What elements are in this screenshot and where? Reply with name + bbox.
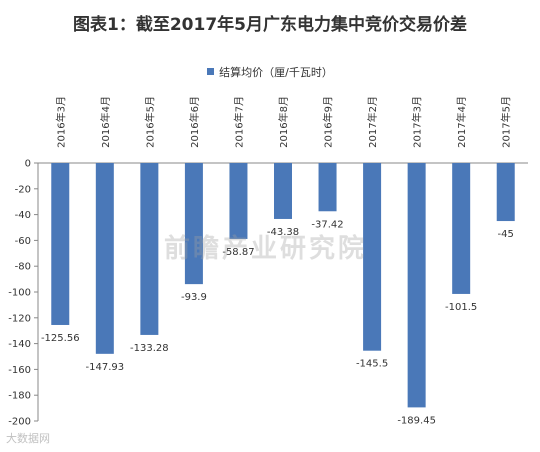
bar-value-label: -93.9	[181, 292, 207, 303]
bar	[140, 163, 159, 335]
bar	[229, 163, 248, 239]
category-label: 2017年5月	[500, 96, 513, 148]
category-label: 2016年6月	[188, 96, 201, 148]
label-layer: -125.56 2016年3月 -147.93 2016年4月 -133.28 2016年…	[41, 96, 514, 426]
bar	[452, 163, 471, 294]
bar	[274, 163, 292, 219]
category-label: 2016年4月	[99, 96, 112, 148]
category-label: 2016年5月	[143, 96, 156, 148]
bar	[184, 163, 203, 285]
y-tick-label: -20	[15, 184, 31, 195]
legend: 结算均价（厘/千瓦时）	[0, 64, 540, 80]
y-tick-label: -80	[15, 262, 31, 273]
bar-value-label: -45	[498, 229, 514, 240]
bar-value-label: -58.87	[222, 247, 254, 258]
category-label: 2016年8月	[277, 96, 290, 148]
corner-watermark: 大数据网	[6, 432, 50, 445]
bar	[363, 163, 382, 351]
category-label: 2016年7月	[232, 96, 245, 148]
y-tick-label: -200	[8, 417, 31, 428]
bar	[95, 163, 114, 354]
legend-label: 结算均价（厘/千瓦时）	[219, 66, 333, 79]
axis-layer: 0 -20 -40 -60 -80 -100 -120 -140 -160 -180 -200	[8, 159, 528, 428]
bar-value-label: -101.5	[445, 302, 477, 313]
bar	[496, 163, 515, 222]
y-tick-label: -40	[15, 210, 31, 221]
watermark-text: 前瞻产业研究院	[164, 234, 368, 264]
y-tick-label: -160	[8, 365, 31, 376]
bar	[407, 163, 426, 408]
category-label: 2017年4月	[455, 96, 468, 148]
y-tick-label: -60	[15, 236, 31, 247]
y-tick-label: -140	[8, 339, 31, 350]
bar-value-label: -133.28	[130, 343, 169, 354]
chart-title: 图表1：截至2017年5月广东电力集中竞价交易价差	[73, 15, 467, 35]
bar-value-label: -145.5	[356, 359, 388, 370]
category-label: 2016年9月	[322, 96, 335, 148]
bar-value-label: -189.45	[397, 415, 436, 426]
bar-value-label: -43.38	[267, 227, 299, 238]
bar-layer	[51, 163, 515, 408]
category-label: 2017年3月	[411, 96, 424, 148]
category-label: 2017年2月	[366, 96, 379, 148]
bar	[51, 163, 70, 325]
y-tick-label: 0	[25, 159, 31, 170]
bar-value-label: -37.42	[311, 219, 343, 230]
bar	[318, 163, 337, 212]
legend-swatch	[207, 68, 215, 75]
y-tick-label: -100	[8, 288, 31, 299]
bar-value-label: -147.93	[86, 362, 125, 373]
category-label: 2016年3月	[54, 96, 67, 148]
y-tick-label: -180	[8, 391, 31, 402]
bar-value-label: -125.56	[41, 333, 80, 344]
y-tick-label: -120	[8, 313, 31, 324]
